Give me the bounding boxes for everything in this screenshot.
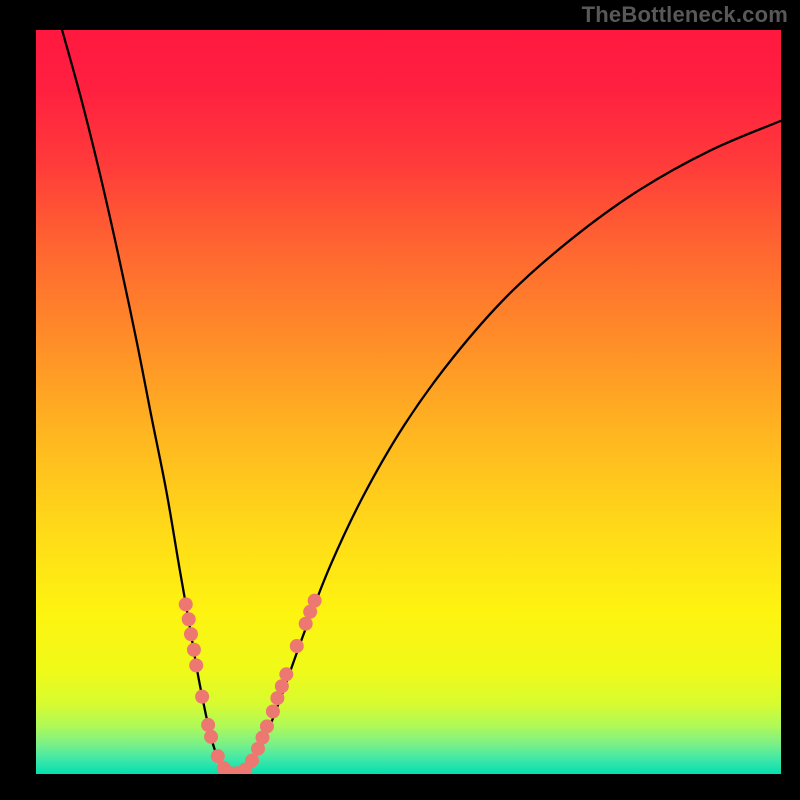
data-marker [195,690,209,704]
data-marker [279,667,293,681]
data-marker [245,754,259,768]
watermark-text: TheBottleneck.com [582,2,788,28]
data-marker [211,749,225,763]
curves-layer [36,30,781,774]
data-marker [184,627,198,641]
data-marker [189,658,203,672]
data-marker [204,730,218,744]
chart-frame: TheBottleneck.com [0,0,800,800]
data-marker [275,679,289,693]
data-marker [308,594,322,608]
data-marker [290,639,304,653]
data-marker [266,705,280,719]
plot-area [36,30,781,774]
data-marker [187,643,201,657]
data-marker [182,612,196,626]
data-marker [201,718,215,732]
data-marker [179,597,193,611]
bottleneck-curve [62,30,781,774]
data-marker [299,617,313,631]
data-marker [270,691,284,705]
data-marker [260,719,274,733]
